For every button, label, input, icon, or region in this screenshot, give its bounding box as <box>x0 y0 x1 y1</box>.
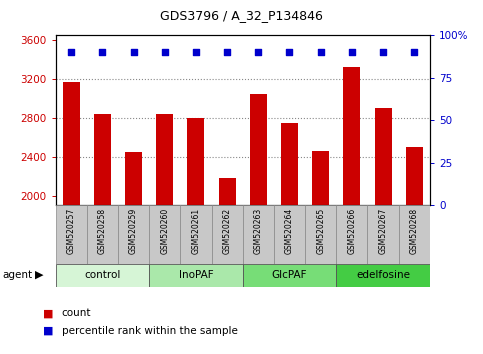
Bar <box>87 205 118 264</box>
Point <box>379 50 387 55</box>
Text: GSM520266: GSM520266 <box>347 208 356 255</box>
Text: agent: agent <box>2 270 32 280</box>
Bar <box>56 205 87 264</box>
Text: GSM520257: GSM520257 <box>67 208 76 255</box>
Text: GSM520268: GSM520268 <box>410 208 419 255</box>
Bar <box>149 264 242 287</box>
Bar <box>149 205 180 264</box>
Text: GSM520258: GSM520258 <box>98 208 107 255</box>
Text: GSM520265: GSM520265 <box>316 208 325 255</box>
Point <box>161 50 169 55</box>
Text: GSM520260: GSM520260 <box>160 208 169 255</box>
Text: GSM520264: GSM520264 <box>285 208 294 255</box>
Text: control: control <box>84 270 121 280</box>
Bar <box>118 205 149 264</box>
Point <box>99 50 106 55</box>
Text: ■: ■ <box>43 308 54 318</box>
Bar <box>312 151 329 205</box>
Bar <box>336 264 430 287</box>
Text: edelfosine: edelfosine <box>356 270 410 280</box>
Bar <box>56 264 149 287</box>
Bar <box>406 147 423 205</box>
Bar <box>343 68 360 205</box>
Bar <box>125 152 142 205</box>
Bar <box>281 123 298 205</box>
Bar <box>250 94 267 205</box>
Bar <box>368 205 398 264</box>
Text: ■: ■ <box>43 326 54 336</box>
Text: GSM520262: GSM520262 <box>223 208 232 255</box>
Point <box>411 50 418 55</box>
Bar <box>274 205 305 264</box>
Point <box>129 50 137 55</box>
Bar <box>336 205 368 264</box>
Text: ▶: ▶ <box>35 270 43 280</box>
Bar <box>242 264 336 287</box>
Bar <box>398 205 430 264</box>
Text: GSM520259: GSM520259 <box>129 208 138 255</box>
Point <box>317 50 325 55</box>
Bar <box>63 81 80 205</box>
Text: GDS3796 / A_32_P134846: GDS3796 / A_32_P134846 <box>160 9 323 22</box>
Point <box>223 50 231 55</box>
Bar <box>242 205 274 264</box>
Point <box>67 50 75 55</box>
Point <box>285 50 293 55</box>
Text: GSM520263: GSM520263 <box>254 208 263 255</box>
Text: GSM520261: GSM520261 <box>191 208 200 255</box>
Bar <box>374 108 392 205</box>
Point <box>192 50 200 55</box>
Text: GSM520267: GSM520267 <box>379 208 387 255</box>
Bar <box>94 114 111 205</box>
Bar <box>305 205 336 264</box>
Bar <box>187 118 204 205</box>
Bar <box>156 114 173 205</box>
Text: GlcPAF: GlcPAF <box>272 270 307 280</box>
Bar <box>218 178 236 205</box>
Text: InoPAF: InoPAF <box>179 270 213 280</box>
Bar <box>180 205 212 264</box>
Point <box>348 50 356 55</box>
Bar <box>212 205 242 264</box>
Point <box>255 50 262 55</box>
Text: percentile rank within the sample: percentile rank within the sample <box>62 326 238 336</box>
Text: count: count <box>62 308 91 318</box>
